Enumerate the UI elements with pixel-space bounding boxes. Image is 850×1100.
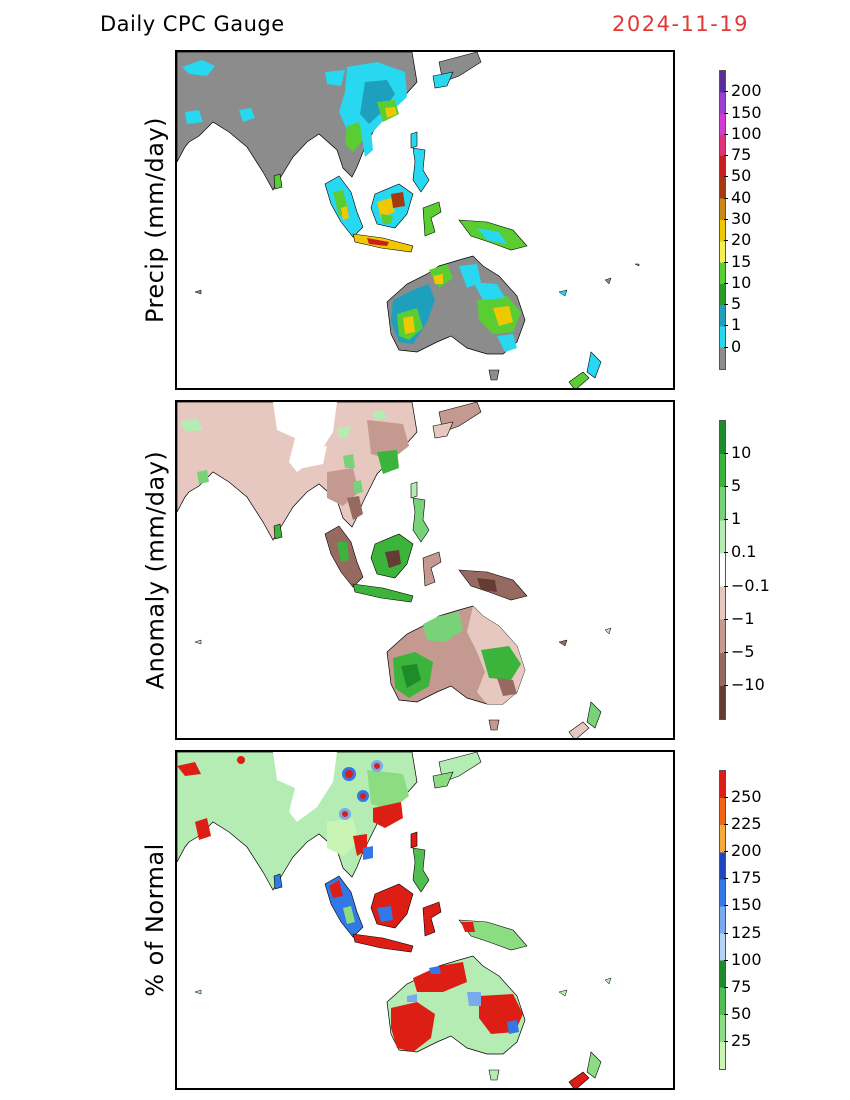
anomaly-colorbar <box>719 420 726 720</box>
precip-ylabel-wrap: Precip (mm/day) <box>135 50 175 390</box>
percent-map <box>175 750 675 1090</box>
precip-map <box>175 50 675 390</box>
anomaly-map-svg <box>177 402 612 738</box>
percent-map-svg <box>177 752 612 1088</box>
map-date: 2024-11-19 <box>612 12 750 36</box>
percent-ylabel-wrap: % of Normal <box>135 750 175 1090</box>
map-title: Daily CPC Gauge <box>100 12 285 36</box>
precip-ylabel: Precip (mm/day) <box>141 116 170 324</box>
precip-colorbar <box>719 70 726 370</box>
percent-ylabel: % of Normal <box>141 843 169 997</box>
anomaly-ylabel-wrap: Anomaly (mm/day) <box>135 400 175 740</box>
anomaly-map <box>175 400 675 740</box>
anomaly-ylabel: Anomaly (mm/day) <box>141 450 169 690</box>
percent-colorbar <box>719 770 726 1070</box>
precip-map-svg <box>177 52 640 388</box>
